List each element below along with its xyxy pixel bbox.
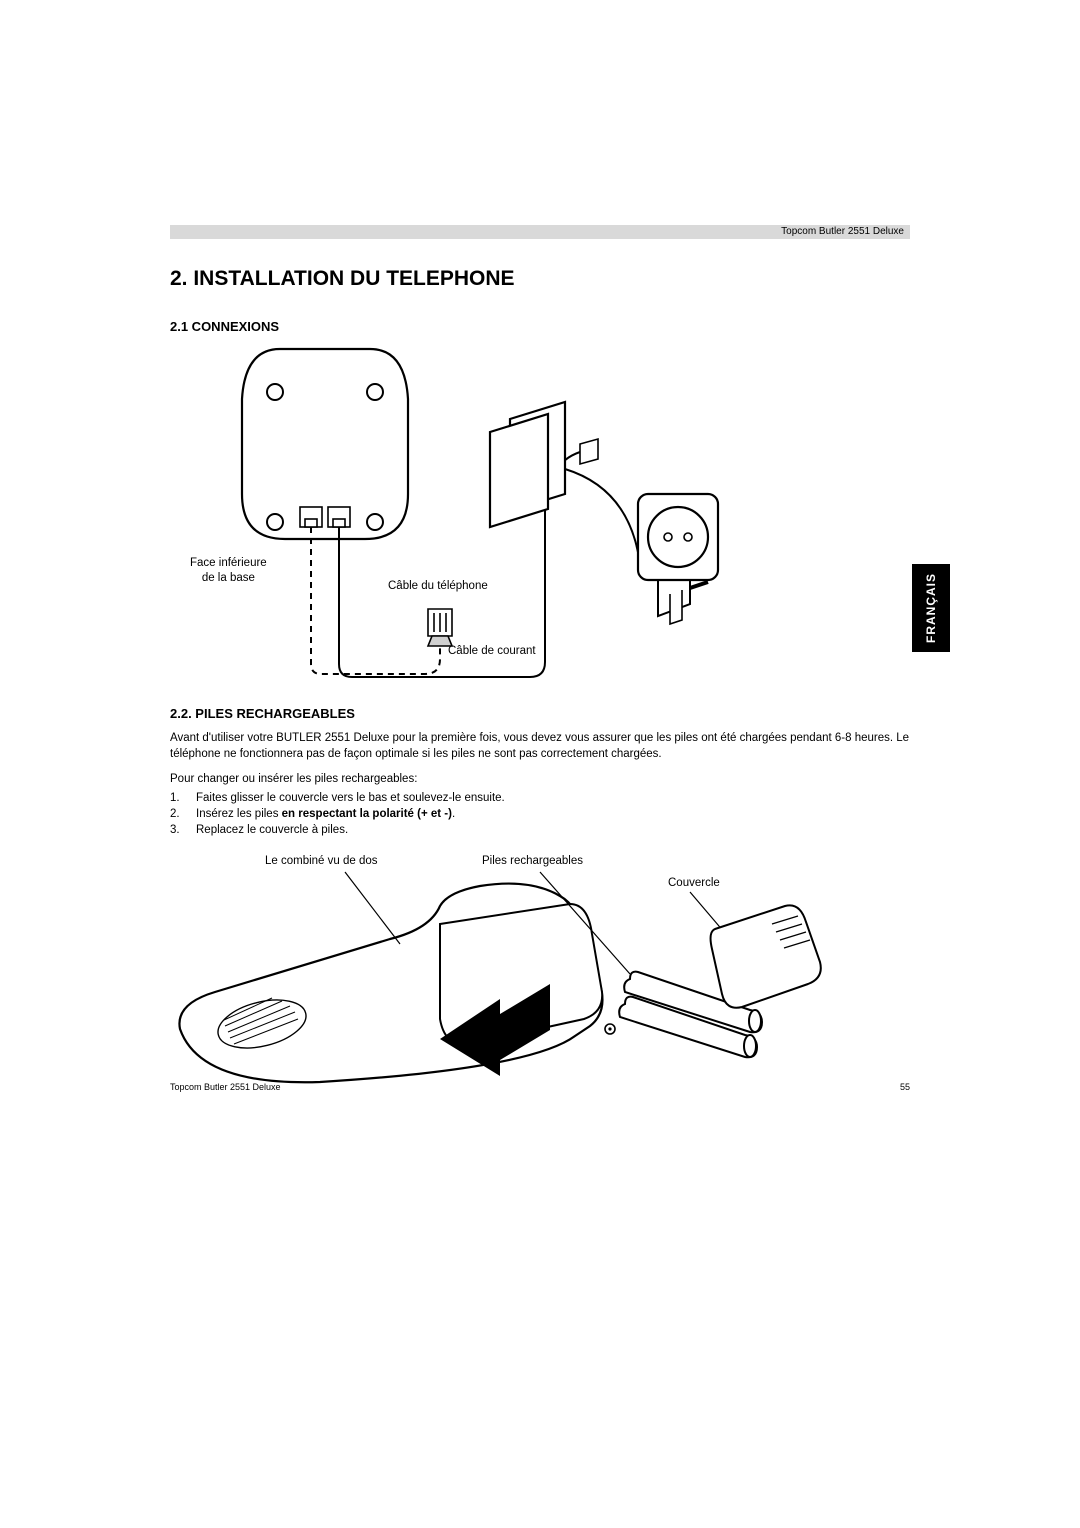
section-2-intro: Avant d'utiliser votre BUTLER 2551 Delux… (170, 731, 910, 762)
list-item: 3. Replacez le couvercle à piles. (170, 822, 910, 838)
label-phone-cable: Câble du téléphone (388, 579, 488, 594)
language-tab: FRANÇAIS (912, 564, 950, 652)
header-bar: Topcom Butler 2551 Deluxe (170, 225, 910, 239)
list-item: 2. Insérez les piles en respectant la po… (170, 806, 910, 822)
label-cover: Couvercle (668, 876, 720, 891)
label-base-underside: Face inférieure de la base (190, 556, 267, 586)
list-item: 1. Faites glisser le couvercle vers le b… (170, 790, 910, 806)
header-product: Topcom Butler 2551 Deluxe (781, 226, 904, 237)
page-content: Topcom Butler 2551 Deluxe 2. INSTALLATIO… (170, 225, 910, 1074)
connections-diagram: Face inférieure de la base Câble du télé… (170, 344, 910, 684)
page-title: 2. INSTALLATION DU TELEPHONE (170, 267, 910, 291)
section-1-heading: 2.1 CONNEXIONS (170, 319, 910, 334)
footer-page-number: 55 (900, 1082, 910, 1092)
label-batteries: Piles rechargeables (482, 854, 583, 869)
list-intro: Pour changer ou insérer les piles rechar… (170, 772, 910, 788)
footer-product: Topcom Butler 2551 Deluxe (170, 1082, 281, 1092)
label-handset-back: Le combiné vu de dos (265, 854, 378, 869)
page-footer: Topcom Butler 2551 Deluxe 55 (170, 1082, 910, 1092)
battery-diagram: Le combiné vu de dos Piles rechargeables… (170, 844, 910, 1074)
steps-list: 1. Faites glisser le couvercle vers le b… (170, 790, 910, 838)
section-2-heading: 2.2. PILES RECHARGEABLES (170, 706, 910, 721)
label-power-cable: Câble de courant (448, 644, 536, 659)
